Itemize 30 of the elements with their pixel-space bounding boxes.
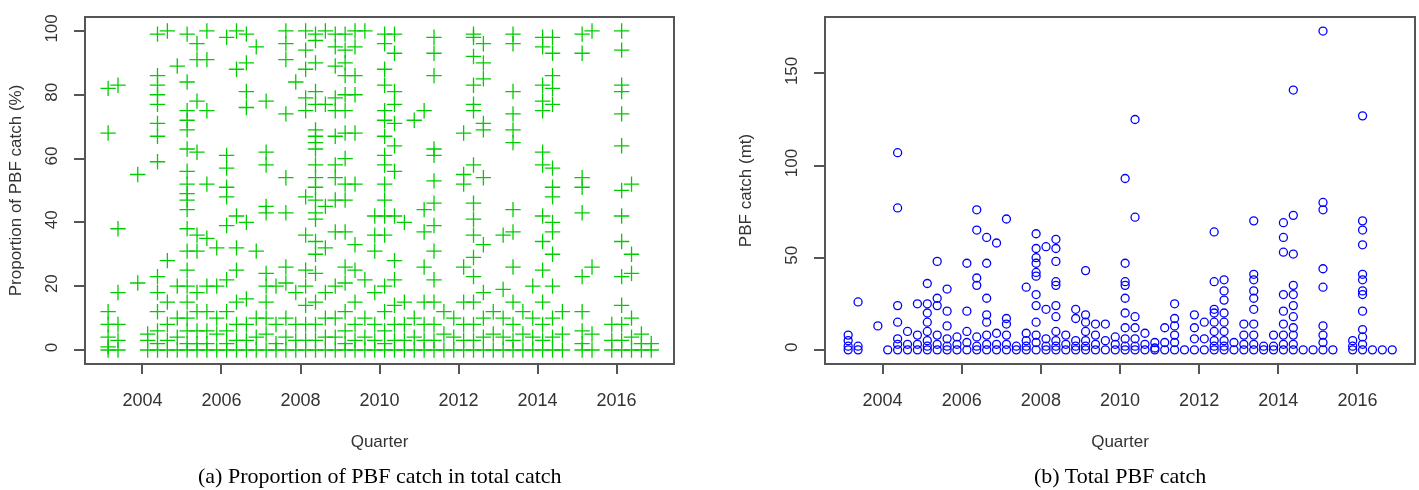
x-tick-label: 2004 xyxy=(862,390,903,411)
x-axis-title: Quarter xyxy=(350,432,409,451)
x-tick-label: 2012 xyxy=(1179,390,1220,411)
x-tick-label: 2010 xyxy=(1099,390,1141,411)
y-tick-label: 20 xyxy=(42,274,62,294)
y-tick-label: 60 xyxy=(42,146,62,166)
y-axis-title: Proportion of PBF catch (%) xyxy=(6,84,26,297)
x-tick-label: 2004 xyxy=(122,390,163,411)
x-tick-label: 2014 xyxy=(517,390,558,411)
y-tick-label: 40 xyxy=(42,210,62,230)
x-tick-label: 2012 xyxy=(438,390,479,411)
x-tick-label: 2006 xyxy=(201,390,242,411)
x-tick-label: 2016 xyxy=(596,390,637,411)
y-axis-title: PBF catch (mt) xyxy=(736,133,756,248)
x-tick-label: 2008 xyxy=(1020,390,1061,411)
x-axis-title: Quarter xyxy=(1091,432,1150,451)
y-tick-label: 80 xyxy=(42,82,62,102)
y-tick-label: 100 xyxy=(782,148,802,178)
x-tick-label: 2014 xyxy=(1258,390,1299,411)
text: (a) Proportion of PBF catch in total catch xyxy=(198,463,562,488)
y-tick-label: 0 xyxy=(42,342,62,353)
y-tick-label: 150 xyxy=(782,56,802,86)
x-tick-label: 2006 xyxy=(941,390,982,411)
x-tick-label: 2016 xyxy=(1337,390,1378,411)
x-tick-label: 2010 xyxy=(359,390,400,411)
y-tick-label: 0 xyxy=(782,342,802,353)
x-tick-label: 2008 xyxy=(280,390,321,411)
y-tick-label: 100 xyxy=(42,14,62,43)
y-tick-label: 50 xyxy=(782,245,802,265)
text: (b) Total PBF catch xyxy=(1034,463,1207,488)
